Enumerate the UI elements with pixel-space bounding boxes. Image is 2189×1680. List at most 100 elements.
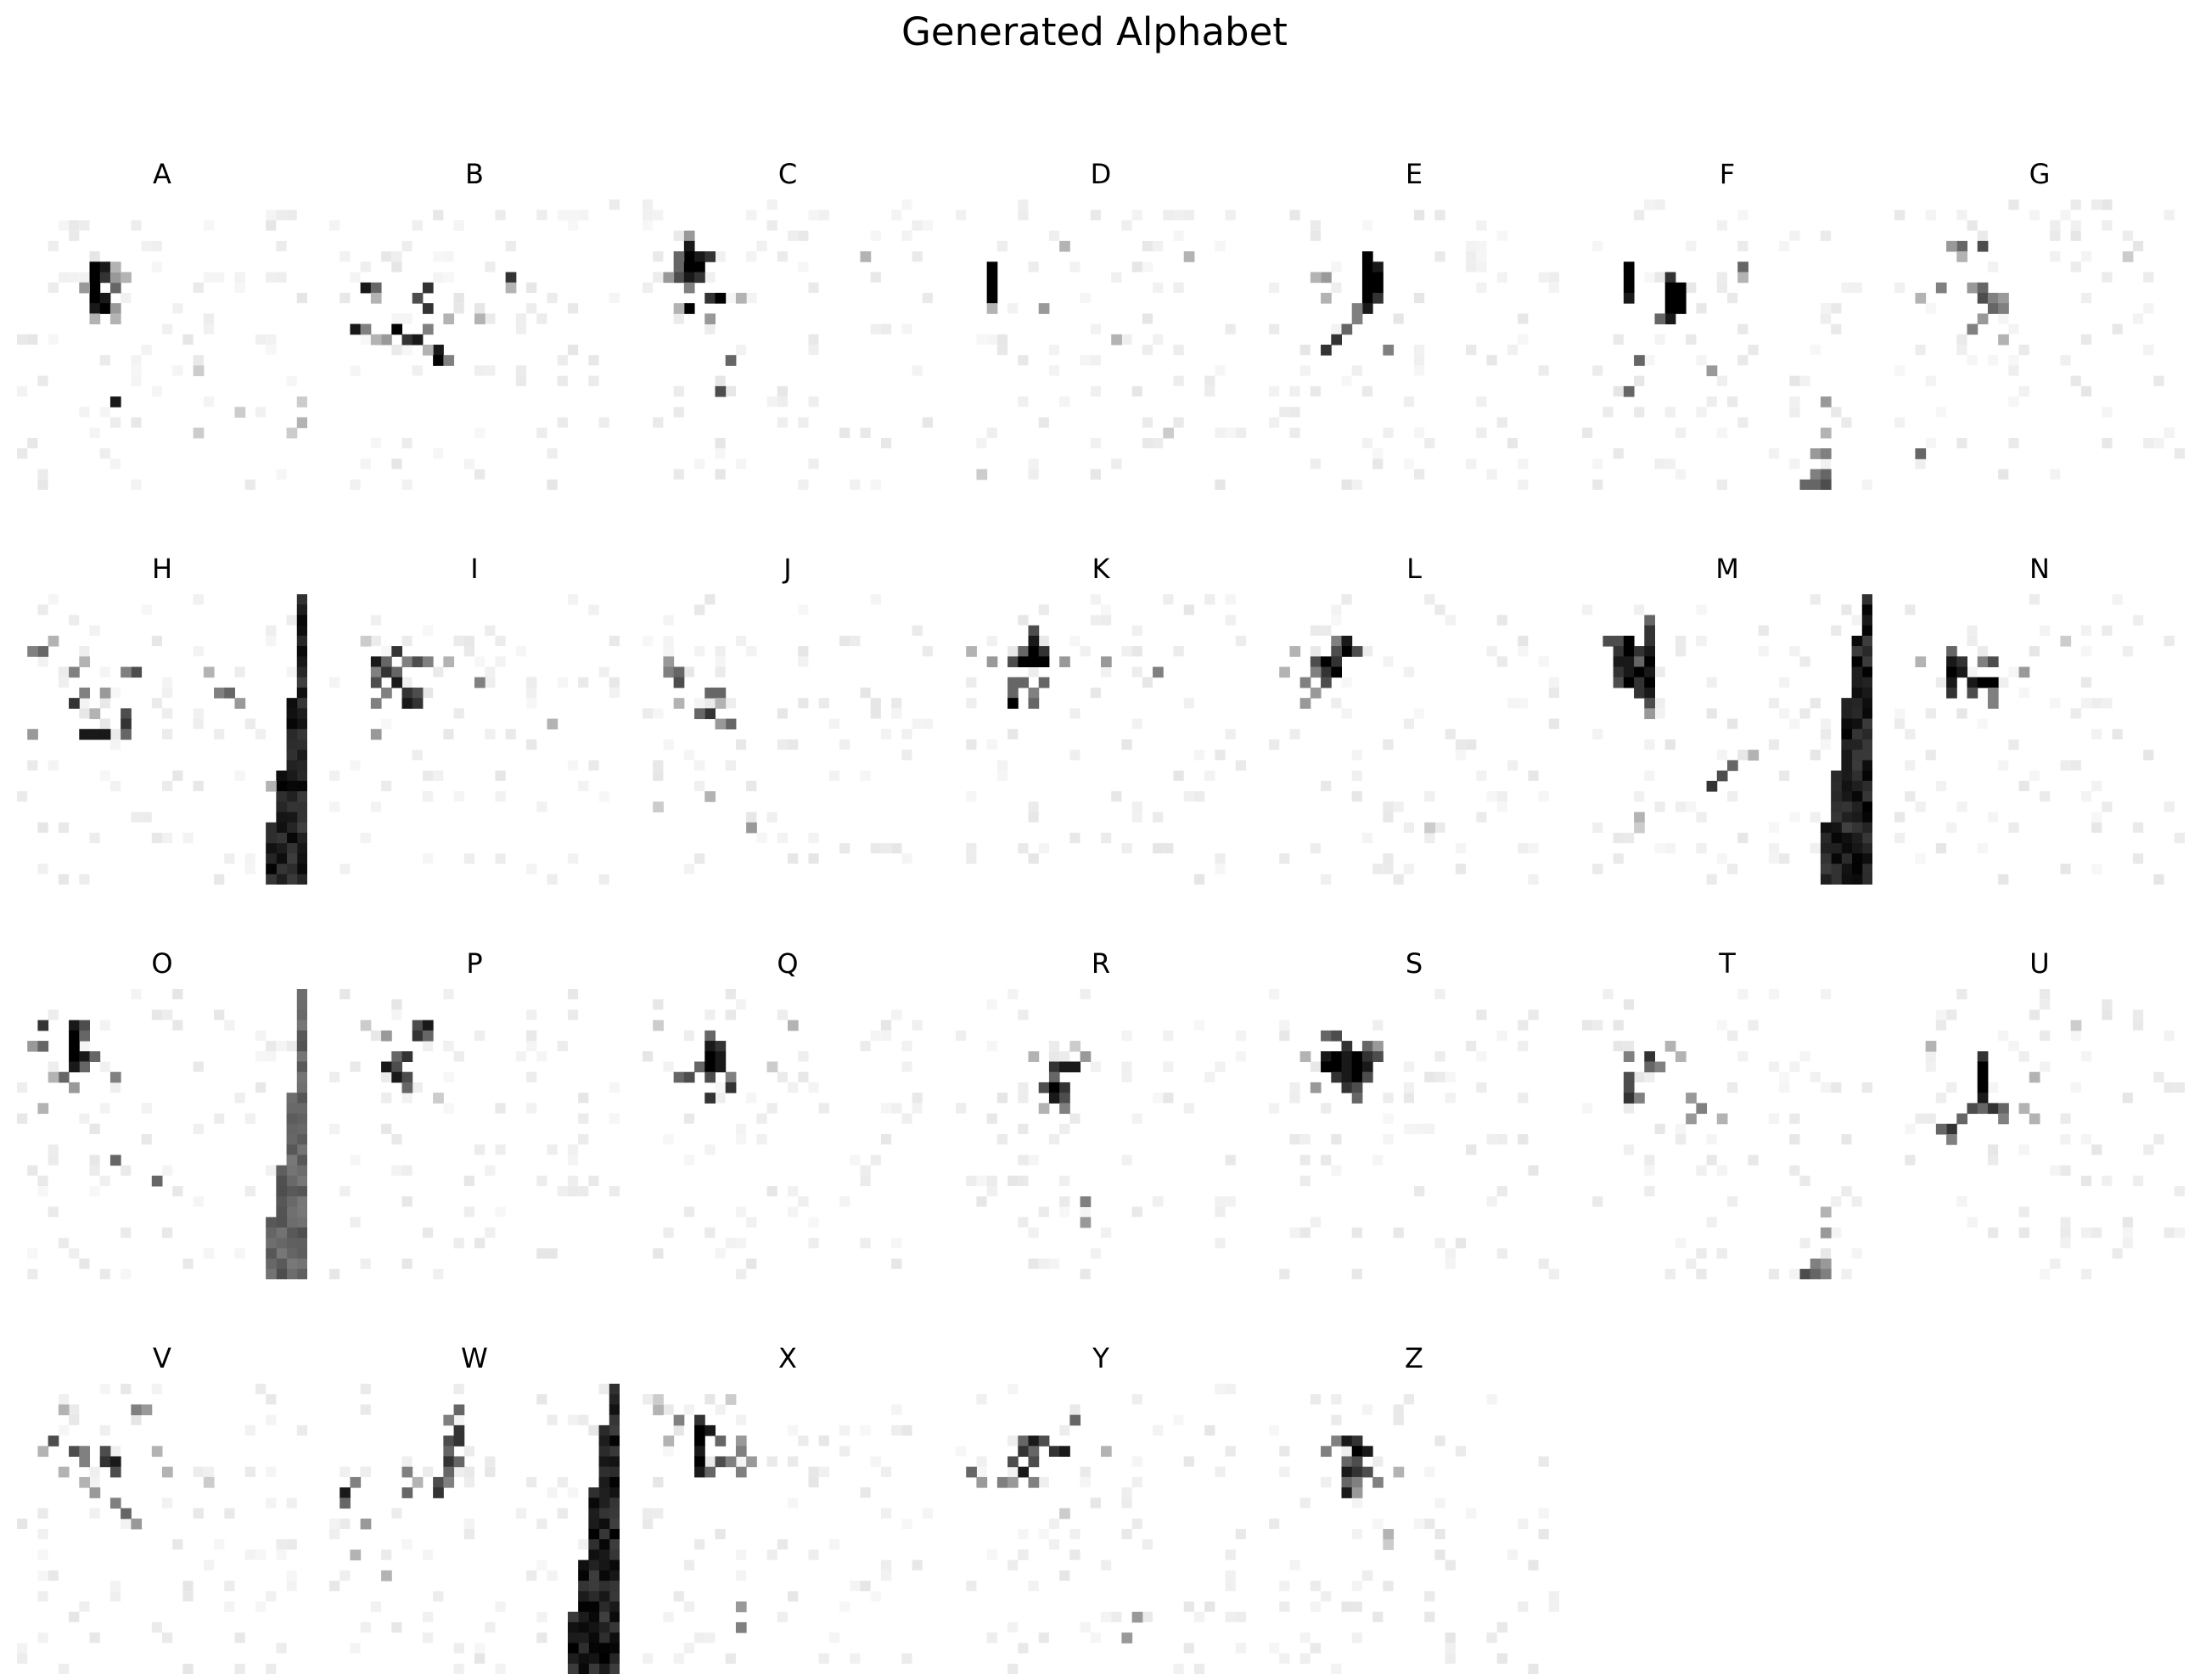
glyph-pixel [966, 646, 977, 657]
glyph-pixel [443, 1466, 455, 1478]
wedge-pixel [296, 760, 307, 772]
noise-pixel [901, 1424, 912, 1436]
noise-pixel [276, 1549, 287, 1560]
noise-pixel [1235, 635, 1246, 647]
glyph-pixel [79, 728, 90, 740]
noise-pixel [663, 1446, 674, 1457]
noise-pixel [1935, 843, 1947, 854]
noise-pixel [89, 625, 100, 636]
wedge-pixel [276, 1258, 288, 1270]
noise-pixel [766, 1549, 777, 1560]
noise-pixel [735, 1570, 747, 1582]
noise-pixel [1225, 1581, 1236, 1592]
noise-pixel [401, 345, 413, 356]
noise-pixel [58, 677, 70, 688]
glyph-pixel [58, 1466, 70, 1478]
glyph-pixel [1799, 479, 1811, 490]
glyph-pixel [360, 282, 372, 294]
noise-pixel [1183, 1601, 1194, 1612]
glyph-pixel [381, 1030, 392, 1042]
noise-pixel [350, 1643, 361, 1654]
glyph-pixel [1977, 282, 1989, 294]
glyph-pixel [1987, 698, 1999, 709]
glyph-pixel [1664, 272, 1676, 284]
noise-pixel [1090, 1632, 1101, 1643]
noise-pixel [1528, 1663, 1539, 1674]
noise-pixel [99, 407, 110, 418]
noise-pixel [27, 1248, 38, 1259]
noise-pixel [986, 1175, 997, 1187]
noise-pixel [1496, 615, 1507, 626]
glyph-pixel [1686, 1113, 1697, 1125]
glyph-pixel [683, 240, 695, 252]
noise-pixel [37, 1529, 48, 1540]
noise-pixel [891, 708, 902, 719]
noise-pixel [1592, 240, 1603, 252]
noise-pixel [683, 750, 695, 761]
noise-pixel [1476, 812, 1487, 823]
glyph-pixel [1361, 1051, 1373, 1062]
noise-pixel [1351, 750, 1362, 761]
noise-pixel [1080, 989, 1091, 1000]
noise-pixel [788, 1497, 799, 1509]
glyph-pixel [89, 728, 101, 740]
noise-pixel [1820, 458, 1832, 469]
noise-pixel [141, 1134, 152, 1145]
glyph-pixel [704, 1424, 716, 1436]
glyph-pixel [69, 1051, 80, 1062]
glyph-pixel [1644, 677, 1655, 688]
noise-pixel [255, 1030, 267, 1042]
noise-pixel [1069, 1113, 1080, 1124]
noise-pixel [1706, 1216, 1717, 1228]
glyph-pixel [725, 1394, 737, 1405]
noise-pixel [2153, 375, 2164, 386]
noise-pixel [1831, 407, 1842, 418]
wedge-pixel [286, 1206, 298, 1218]
wedge-pixel [266, 1238, 277, 1249]
noise-pixel [663, 1134, 674, 1145]
noise-pixel [557, 210, 568, 221]
noise-pixel [1476, 220, 1487, 231]
glyph-pixel [1351, 1082, 1363, 1093]
noise-pixel [1799, 1238, 1810, 1249]
wedge-pixel [286, 1268, 298, 1279]
noise-pixel [922, 1508, 933, 1519]
noise-pixel [1548, 1591, 1559, 1602]
noise-pixel [1841, 417, 1852, 428]
noise-pixel [1215, 1238, 1226, 1249]
noise-pixel [2153, 1134, 2164, 1145]
glyph-pixel [1977, 656, 1989, 667]
glyph-pixel [1121, 1632, 1133, 1643]
noise-pixel [1644, 355, 1655, 366]
noise-pixel [224, 1020, 235, 1031]
noise-pixel [151, 261, 162, 273]
glyph-pixel [715, 1061, 727, 1073]
glyph-pixel [1623, 272, 1635, 284]
glyph-pixel [2018, 666, 2030, 678]
noise-pixel [2132, 1009, 2144, 1020]
noise-pixel [1737, 1051, 1748, 1062]
noise-pixel [1153, 1093, 1164, 1104]
noise-pixel [777, 417, 788, 428]
noise-pixel [1716, 1248, 1727, 1259]
noise-pixel [2102, 625, 2113, 636]
noise-pixel [1905, 1155, 1916, 1166]
noise-pixel [2164, 1030, 2175, 1042]
noise-pixel [536, 313, 547, 324]
glyph-pixel [1331, 666, 1342, 678]
noise-pixel [1361, 385, 1373, 397]
glyph-pixel [391, 646, 402, 657]
wedge-pixel [598, 1446, 610, 1457]
wedge-pixel [578, 1601, 589, 1613]
noise-pixel [1289, 728, 1300, 739]
noise-pixel [1831, 625, 1842, 636]
noise-pixel [1028, 666, 1039, 677]
wedge-pixel [598, 1643, 610, 1655]
wedge-pixel [1861, 739, 1872, 750]
glyph-pixel [1372, 272, 1384, 284]
wedge-pixel [1851, 874, 1863, 885]
glyph-pixel [1111, 334, 1122, 346]
noise-pixel [89, 1466, 100, 1477]
noise-pixel [2112, 728, 2123, 739]
noise-pixel [588, 604, 599, 615]
